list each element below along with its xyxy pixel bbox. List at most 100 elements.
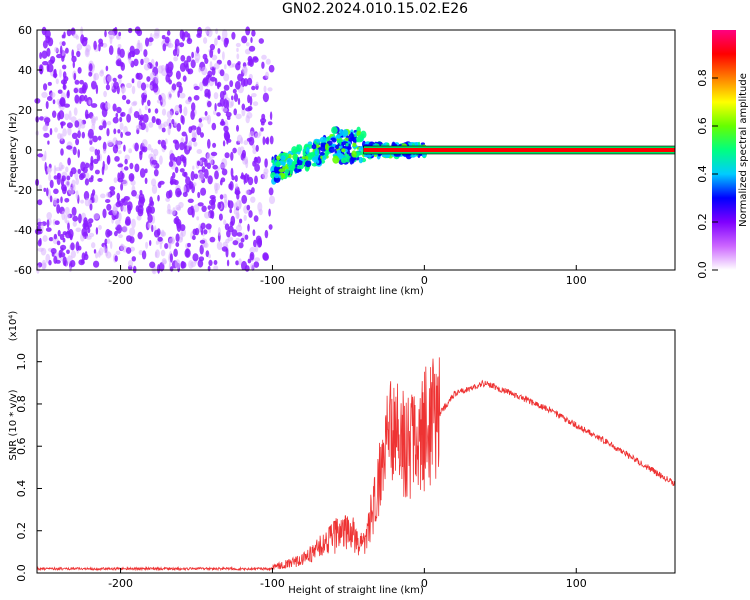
spectrogram-cell [88, 63, 93, 72]
spectrogram-cell [274, 174, 280, 179]
spectrogram-cell [66, 213, 71, 219]
spectrogram-cell [116, 192, 121, 201]
spectrogram-cell [229, 220, 234, 227]
spectrogram-cell [235, 42, 241, 48]
spectrogram-cell [113, 128, 117, 135]
spectrogram-cell [253, 239, 257, 248]
spectrogram-y-ticks: -60 -40 -20 0 20 40 60 [14, 24, 42, 277]
spectrogram-cell [139, 168, 146, 178]
spectrogram-cell [84, 251, 88, 257]
spectrogram-cell [174, 104, 180, 114]
spectrogram-cell [241, 35, 248, 44]
spectrogram-cell [260, 117, 267, 124]
spectrogram-cell [211, 67, 216, 76]
spectrogram-cell [166, 110, 173, 119]
spectrogram-cell [180, 261, 187, 269]
spectrogram-cell [116, 224, 122, 234]
spectrogram-cell [209, 61, 213, 70]
spectrogram-cell [293, 154, 298, 162]
spectrogram-cell [58, 162, 63, 172]
spectrogram-cell [239, 218, 243, 224]
spectrogram-cell [118, 77, 122, 85]
spectrogram-cell [106, 238, 111, 244]
spectrogram-cell [47, 81, 52, 86]
spectrogram-cell [236, 134, 243, 143]
spectrogram-cell [181, 115, 185, 125]
spectrogram-cell [115, 112, 119, 118]
spectrogram-cell [314, 149, 318, 156]
spectrogram-cell [172, 207, 176, 216]
spectrogram-cell [167, 43, 174, 48]
spectrogram-cell [40, 222, 44, 233]
spectrogram-cell [253, 261, 260, 268]
spectrogram-cell [144, 177, 148, 184]
spectrogram-cell [52, 99, 56, 105]
spectrogram-cell [117, 74, 123, 79]
spectrogram-cell [91, 80, 97, 90]
spectrogram-cell [66, 122, 73, 129]
spectrogram-cell [79, 79, 84, 85]
spectrogram-cell [93, 158, 99, 164]
spectrogram-cell [144, 105, 148, 111]
spectrogram-cell [117, 44, 122, 49]
spectrogram-cell [66, 145, 73, 150]
spectrogram-cell [136, 29, 143, 37]
spectrogram-cell [193, 95, 200, 101]
spectrogram-cell [191, 102, 196, 112]
spectrogram-cell [196, 160, 201, 166]
spectrogram-cell [229, 80, 234, 88]
spectrogram-cell [174, 259, 181, 269]
spectrogram-cell [225, 238, 230, 244]
spectrogram-cell [224, 64, 227, 70]
spectrogram-cell [221, 168, 228, 176]
spectrogram-cell [129, 227, 136, 236]
spectrogram-cell [234, 80, 241, 90]
spectrogram-cell [186, 55, 192, 63]
spectrogram-cell [59, 233, 65, 241]
spectrogram-cell [88, 232, 95, 238]
spectrogram-cell [269, 111, 273, 121]
spectrogram-cell [301, 155, 309, 160]
spectrogram-cell [70, 167, 77, 175]
spectrogram-cell [155, 74, 159, 85]
spectrogram-cell [106, 203, 112, 211]
spectrogram-cell [198, 122, 204, 128]
spectrogram-cell [143, 63, 150, 71]
spectrogram-cell [60, 196, 63, 204]
spectrogram-cell [107, 230, 113, 237]
spectrogram-cell [216, 82, 220, 90]
spectrogram-cell [248, 136, 255, 146]
spectrogram-cell [179, 92, 186, 99]
spectrogram-cell [198, 118, 202, 123]
spectrogram-cell [56, 204, 61, 214]
spectrogram-cell [114, 156, 120, 162]
spectrogram-cell [43, 124, 49, 132]
spectrogram-cell [223, 125, 229, 133]
spectrogram-cell [183, 31, 189, 38]
spectrogram-cell [235, 212, 240, 220]
spectrogram-cell [207, 100, 212, 108]
spectrogram-cell [311, 156, 319, 163]
spectrogram-cell [213, 260, 218, 265]
spectrogram-cell [247, 223, 250, 232]
spectrogram-cell [80, 199, 84, 204]
spectrogram-cell [37, 153, 44, 158]
spectrogram-cell [224, 152, 230, 159]
snr-y-axis-label: SNR (10 * v/v) [8, 389, 19, 460]
spectrogram-cell [120, 183, 124, 191]
spectrogram-cell [72, 33, 78, 39]
spectrogram-cell [65, 47, 69, 54]
spectrogram-cell [151, 184, 158, 194]
spectrogram-cell [136, 215, 142, 221]
spectrogram-cell [155, 61, 159, 67]
spectrogram-cell [64, 113, 70, 121]
spectrogram-cell [100, 42, 104, 47]
spectrogram-cell [119, 48, 125, 58]
colorbar-tick-label: 0.6 [696, 117, 709, 135]
spectrogram-cell [151, 178, 157, 187]
spectrogram-cell [352, 142, 357, 148]
spectrogram-cell [249, 251, 255, 261]
spectrogram-cell [80, 123, 86, 129]
spectrogram-cell [305, 146, 310, 155]
spectrogram-cell [61, 184, 67, 192]
